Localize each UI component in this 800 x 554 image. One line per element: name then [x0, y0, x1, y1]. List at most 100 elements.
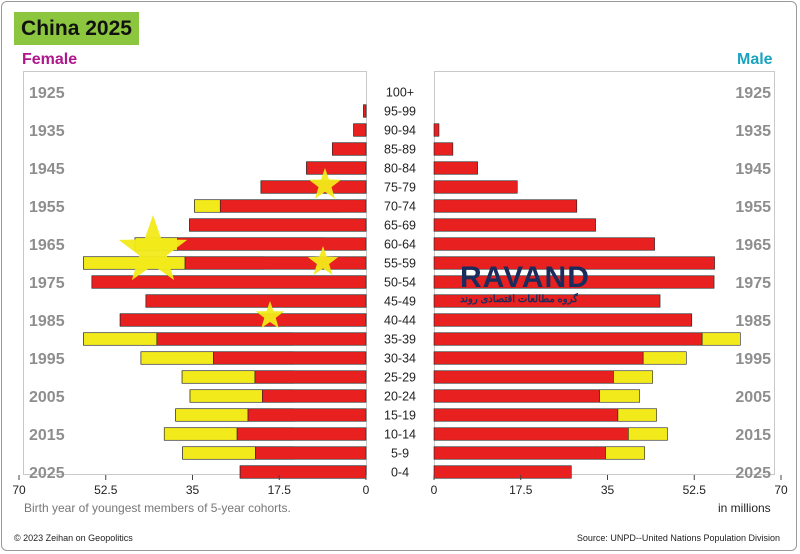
- age-group-label: 15-19: [384, 409, 416, 423]
- age-group-label: 40-44: [384, 314, 416, 328]
- female-bar-overlay: [175, 408, 249, 422]
- female-bar: [236, 427, 367, 441]
- birth-year-label-left: 1965: [29, 237, 65, 254]
- age-group-label: 65-69: [384, 219, 416, 233]
- male-bar: [433, 389, 600, 403]
- watermark-logo: RAVAND: [460, 261, 590, 294]
- birth-year-label-right: 1935: [735, 123, 771, 140]
- male-panel: [434, 71, 775, 475]
- male-bar-overlay: [613, 370, 653, 384]
- female-bar-overlay: [182, 446, 256, 460]
- birth-year-label-left: 1955: [29, 199, 65, 216]
- copyright: © 2023 Zeihan on Geopolitics: [14, 533, 133, 543]
- chart-title: China 2025: [14, 12, 139, 45]
- age-group-label: 50-54: [384, 276, 416, 290]
- male-bar: [433, 275, 715, 289]
- units-label: in millions: [718, 501, 771, 515]
- male-bar-overlay: [701, 332, 741, 346]
- age-group-label: 60-64: [384, 238, 416, 252]
- male-bar: [433, 180, 518, 194]
- x-tick-label: 35: [186, 483, 200, 497]
- male-bar: [433, 370, 614, 384]
- footnote: Birth year of youngest members of 5-year…: [24, 501, 291, 515]
- birth-year-label-right: 1955: [735, 199, 771, 216]
- male-bar: [433, 446, 606, 460]
- x-tick-label: 35: [601, 483, 615, 497]
- female-bar: [213, 351, 367, 365]
- age-group-label: 10-14: [384, 428, 416, 442]
- age-group-label: 25-29: [384, 371, 416, 385]
- male-bar: [433, 161, 478, 175]
- male-bar: [433, 465, 572, 479]
- female-bar: [331, 142, 367, 156]
- flag-star-icon: [307, 246, 339, 275]
- x-tick-label: 0: [363, 483, 370, 497]
- male-label: Male: [737, 51, 773, 68]
- female-bar: [239, 465, 367, 479]
- female-bar: [177, 237, 367, 251]
- male-bar: [433, 313, 693, 327]
- male-bar: [433, 218, 596, 232]
- female-bar: [306, 161, 367, 175]
- male-bar-overlay: [642, 351, 687, 365]
- male-bar: [433, 351, 644, 365]
- flag-star-large-icon: [118, 215, 188, 281]
- female-bar: [254, 370, 367, 384]
- birth-year-label-right: 1985: [735, 313, 771, 330]
- birth-year-label-left: 1935: [29, 123, 65, 140]
- birth-year-label-left: 1925: [29, 85, 65, 102]
- female-bar: [189, 218, 367, 232]
- age-group-label: 80-84: [384, 162, 416, 176]
- female-bar: [255, 446, 367, 460]
- x-tick-label: 70: [774, 483, 788, 497]
- age-group-label: 85-89: [384, 143, 416, 157]
- source-note: Source: UNPD--United Nations Population …: [576, 533, 780, 543]
- age-group-label: 30-34: [384, 352, 416, 366]
- age-group-label: 100+: [386, 86, 414, 100]
- male-bar-overlay: [628, 427, 668, 441]
- birth-year-label-right: 1975: [735, 275, 771, 292]
- male-bar: [433, 142, 454, 156]
- age-group-label: 45-49: [384, 295, 416, 309]
- female-bar-overlay: [83, 332, 158, 346]
- male-bar: [433, 332, 703, 346]
- female-label: Female: [22, 51, 78, 68]
- birth-year-label-left: 1945: [29, 161, 65, 178]
- birth-year-label-right: 1965: [735, 237, 771, 254]
- male-bar: [433, 294, 661, 308]
- female-bar: [91, 275, 367, 289]
- x-tick-label: 0: [431, 483, 438, 497]
- birth-year-label-left: 1995: [29, 351, 65, 368]
- birth-year-label-right: 1925: [735, 85, 771, 102]
- age-group-label: 35-39: [384, 333, 416, 347]
- female-bar: [219, 199, 367, 213]
- birth-year-label-left: 2005: [29, 389, 65, 406]
- female-bar-overlay: [140, 351, 214, 365]
- birth-year-label-right: 2025: [735, 465, 771, 482]
- birth-year-label-right: 2015: [735, 427, 771, 444]
- flag-star-icon: [255, 301, 285, 329]
- birth-year-label-right: 1945: [735, 161, 771, 178]
- age-group-label: 75-79: [384, 181, 416, 195]
- male-bar: [433, 199, 578, 213]
- female-bar: [156, 332, 367, 346]
- female-bar: [363, 104, 367, 118]
- birth-year-label-left: 2015: [29, 427, 65, 444]
- male-bar: [433, 123, 440, 137]
- male-bar: [433, 256, 715, 270]
- x-tick-label: 52.5: [94, 483, 118, 497]
- female-bar: [145, 294, 367, 308]
- male-bar: [433, 237, 655, 251]
- birth-year-label-left: 1975: [29, 275, 65, 292]
- age-group-label: 55-59: [384, 257, 416, 271]
- age-group-label: 5-9: [391, 447, 409, 461]
- female-panel: [23, 71, 367, 475]
- female-bar: [184, 256, 367, 270]
- female-bar-overlay: [163, 427, 238, 441]
- female-bar-overlay: [189, 389, 263, 403]
- flag-star-icon: [308, 168, 342, 199]
- male-bar-overlay: [617, 408, 657, 422]
- female-bar: [119, 313, 367, 327]
